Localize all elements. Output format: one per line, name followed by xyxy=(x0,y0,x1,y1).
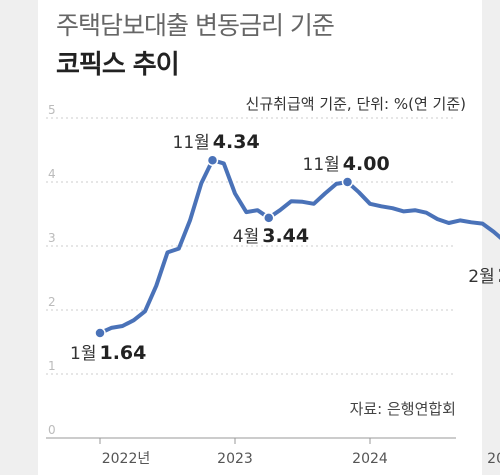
chart-subtitle: 코픽스 추이 xyxy=(56,50,180,80)
data-label: 11월 4.34 xyxy=(173,131,260,153)
data-point-marker xyxy=(206,154,219,166)
y-tick-label: 2 xyxy=(48,295,56,309)
chart-title: 주택담보대출 변동금리 기준 xyxy=(56,11,335,40)
y-tick-label: 5 xyxy=(48,103,56,117)
x-tick-label: 2022년 xyxy=(102,451,151,467)
y-tick-label: 4 xyxy=(48,167,56,181)
y-tick-label: 0 xyxy=(48,423,56,437)
x-tick-label: 2025 xyxy=(487,451,500,467)
data-label: 4월 3.44 xyxy=(233,225,309,247)
unit-note: 신규취급액 기준, 단위: %(연 기준) xyxy=(245,95,466,113)
chart-card xyxy=(38,0,482,475)
y-tick-label: 1 xyxy=(48,359,56,373)
y-tick-label: 3 xyxy=(48,231,56,245)
x-tick-label: 2024 xyxy=(352,451,388,467)
source-note: 자료: 은행연합회 xyxy=(349,400,456,418)
series-line xyxy=(98,158,500,335)
data-point-marker xyxy=(341,176,354,188)
data-label: 11월 4.00 xyxy=(303,153,390,175)
data-label: 2월2.97 xyxy=(468,265,500,287)
data-label: 1월 1.64 xyxy=(70,342,146,364)
x-tick-label: 2023 xyxy=(217,451,253,467)
data-point-marker xyxy=(94,327,106,339)
data-point-marker xyxy=(263,212,275,224)
